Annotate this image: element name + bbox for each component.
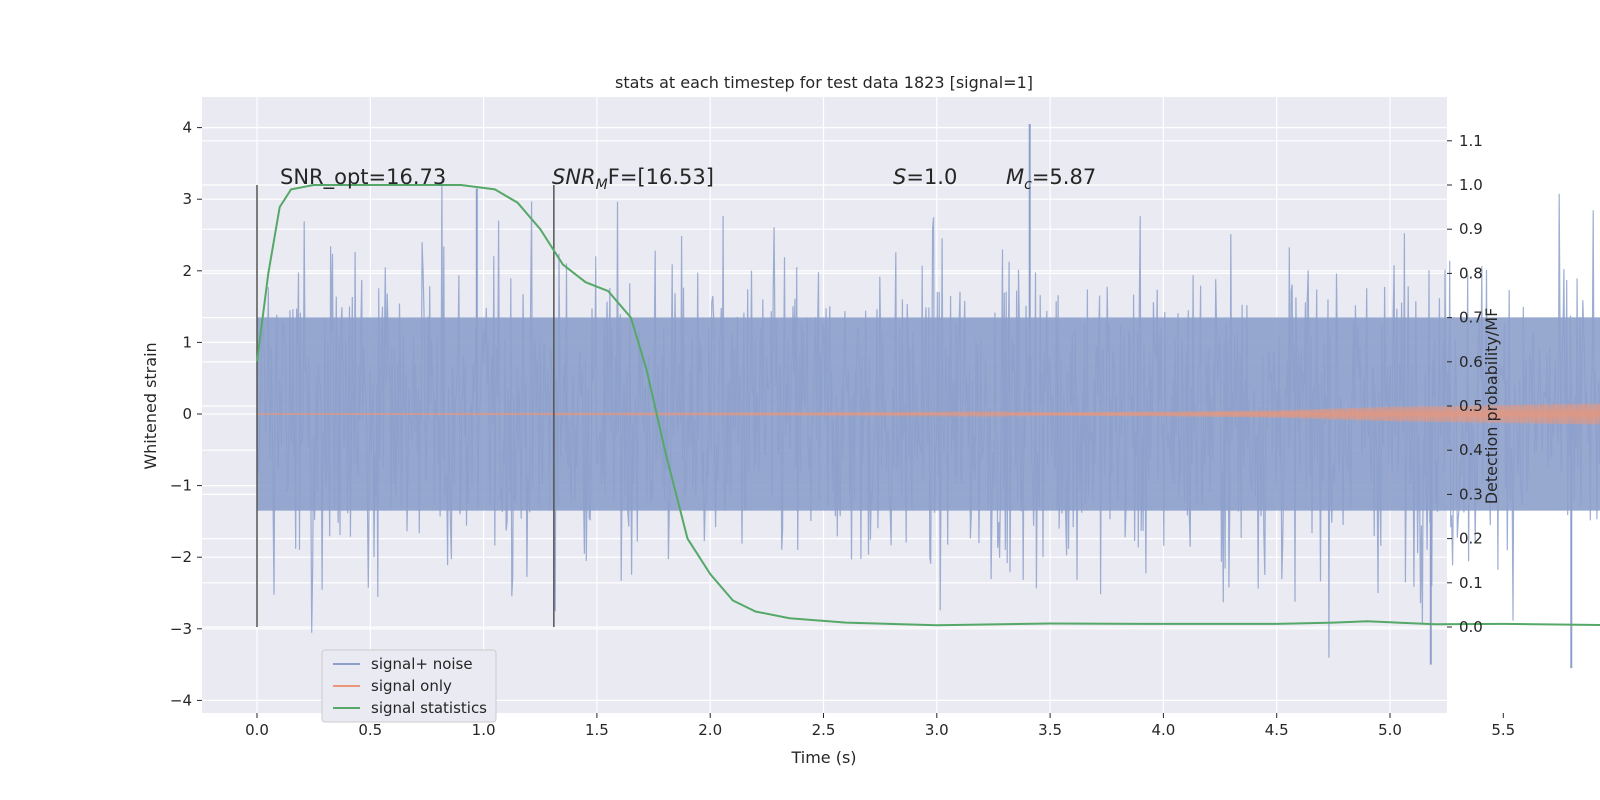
y-right-tick-label: 0.4: [1459, 441, 1483, 459]
y-right-tick-label: 0.1: [1459, 574, 1483, 592]
y-axis-ticks: 4 3 2 1 0 −1 −2 −3 −4: [170, 119, 202, 709]
annotation-s: S=1.0: [893, 165, 957, 189]
x-tick-label: 2.0: [698, 721, 722, 739]
x-tick-label: 0.0: [245, 721, 269, 739]
annotation-snr-opt: SNR_opt=16.73: [280, 165, 446, 190]
x-tick-label: 4.0: [1151, 721, 1175, 739]
y-right-tick-label: 0.5: [1459, 397, 1483, 415]
signal-line: [256, 403, 1600, 425]
y-right-tick-label: 0.2: [1459, 530, 1483, 548]
annotation-snr-mf: SNRMF=[16.53]: [552, 165, 714, 193]
y-tick-label: 2: [182, 262, 192, 280]
y-right-tick-label: 0.8: [1459, 264, 1483, 282]
series-signal-statistics: [256, 184, 1600, 627]
y-tick-label: −3: [170, 620, 192, 638]
y-right-tick-label: 0.3: [1459, 485, 1483, 503]
x-tick-label: 1.5: [585, 721, 609, 739]
x-tick-label: 3.5: [1038, 721, 1062, 739]
statistics-line: [256, 184, 1600, 627]
y-right-tick-label: 1.0: [1459, 176, 1483, 194]
x-tick-label: 5.5: [1491, 721, 1515, 739]
x-tick-label: 2.5: [812, 721, 836, 739]
y-right-tick-label: 0.0: [1459, 618, 1483, 636]
annotation-mc: Mc=5.87: [1006, 165, 1096, 193]
legend-label-stats: signal statistics: [371, 699, 487, 717]
legend-label-noise: signal+ noise: [371, 655, 473, 673]
y-tick-label: 3: [182, 190, 192, 208]
y-tick-label: 0: [182, 405, 192, 423]
x-axis-label: Time (s): [790, 748, 856, 767]
y-right-axis-label: Detection probability/MF: [1482, 308, 1501, 505]
x-tick-label: 0.5: [358, 721, 382, 739]
y-right-tick-label: 0.7: [1459, 309, 1483, 327]
x-tick-label: 3.0: [925, 721, 949, 739]
y-tick-label: −1: [170, 477, 192, 495]
x-axis-ticks: 0.00.51.01.52.02.53.03.54.04.55.05.56.06…: [245, 713, 1515, 739]
legend: signal+ noise signal only signal statist…: [321, 649, 497, 723]
legend-box: [321, 649, 497, 723]
y-axis-label: Whitened strain: [141, 342, 160, 469]
x-tick-label: 4.5: [1265, 721, 1289, 739]
y-right-tick-label: 0.6: [1459, 353, 1483, 371]
y-tick-label: −4: [170, 691, 192, 709]
y-tick-label: 1: [182, 333, 192, 351]
y-right-tick-label: 0.9: [1459, 220, 1483, 238]
y-tick-label: 4: [182, 119, 192, 137]
y-tick-label: −2: [170, 548, 192, 566]
chart-title: stats at each timestep for test data 182…: [615, 73, 1033, 92]
vertical-markers: [256, 185, 555, 627]
x-tick-label: 5.0: [1378, 721, 1402, 739]
x-tick-label: 1.0: [472, 721, 496, 739]
legend-label-signal: signal only: [371, 677, 452, 695]
y-right-tick-label: 1.1: [1459, 132, 1483, 150]
y-right-axis-ticks: 1.1 1.0 0.9 0.8 0.7 0.6 0.5 0.4 0.3 0.2 0.1 0.0: [1447, 132, 1483, 636]
series-signal-only: [256, 403, 1600, 425]
